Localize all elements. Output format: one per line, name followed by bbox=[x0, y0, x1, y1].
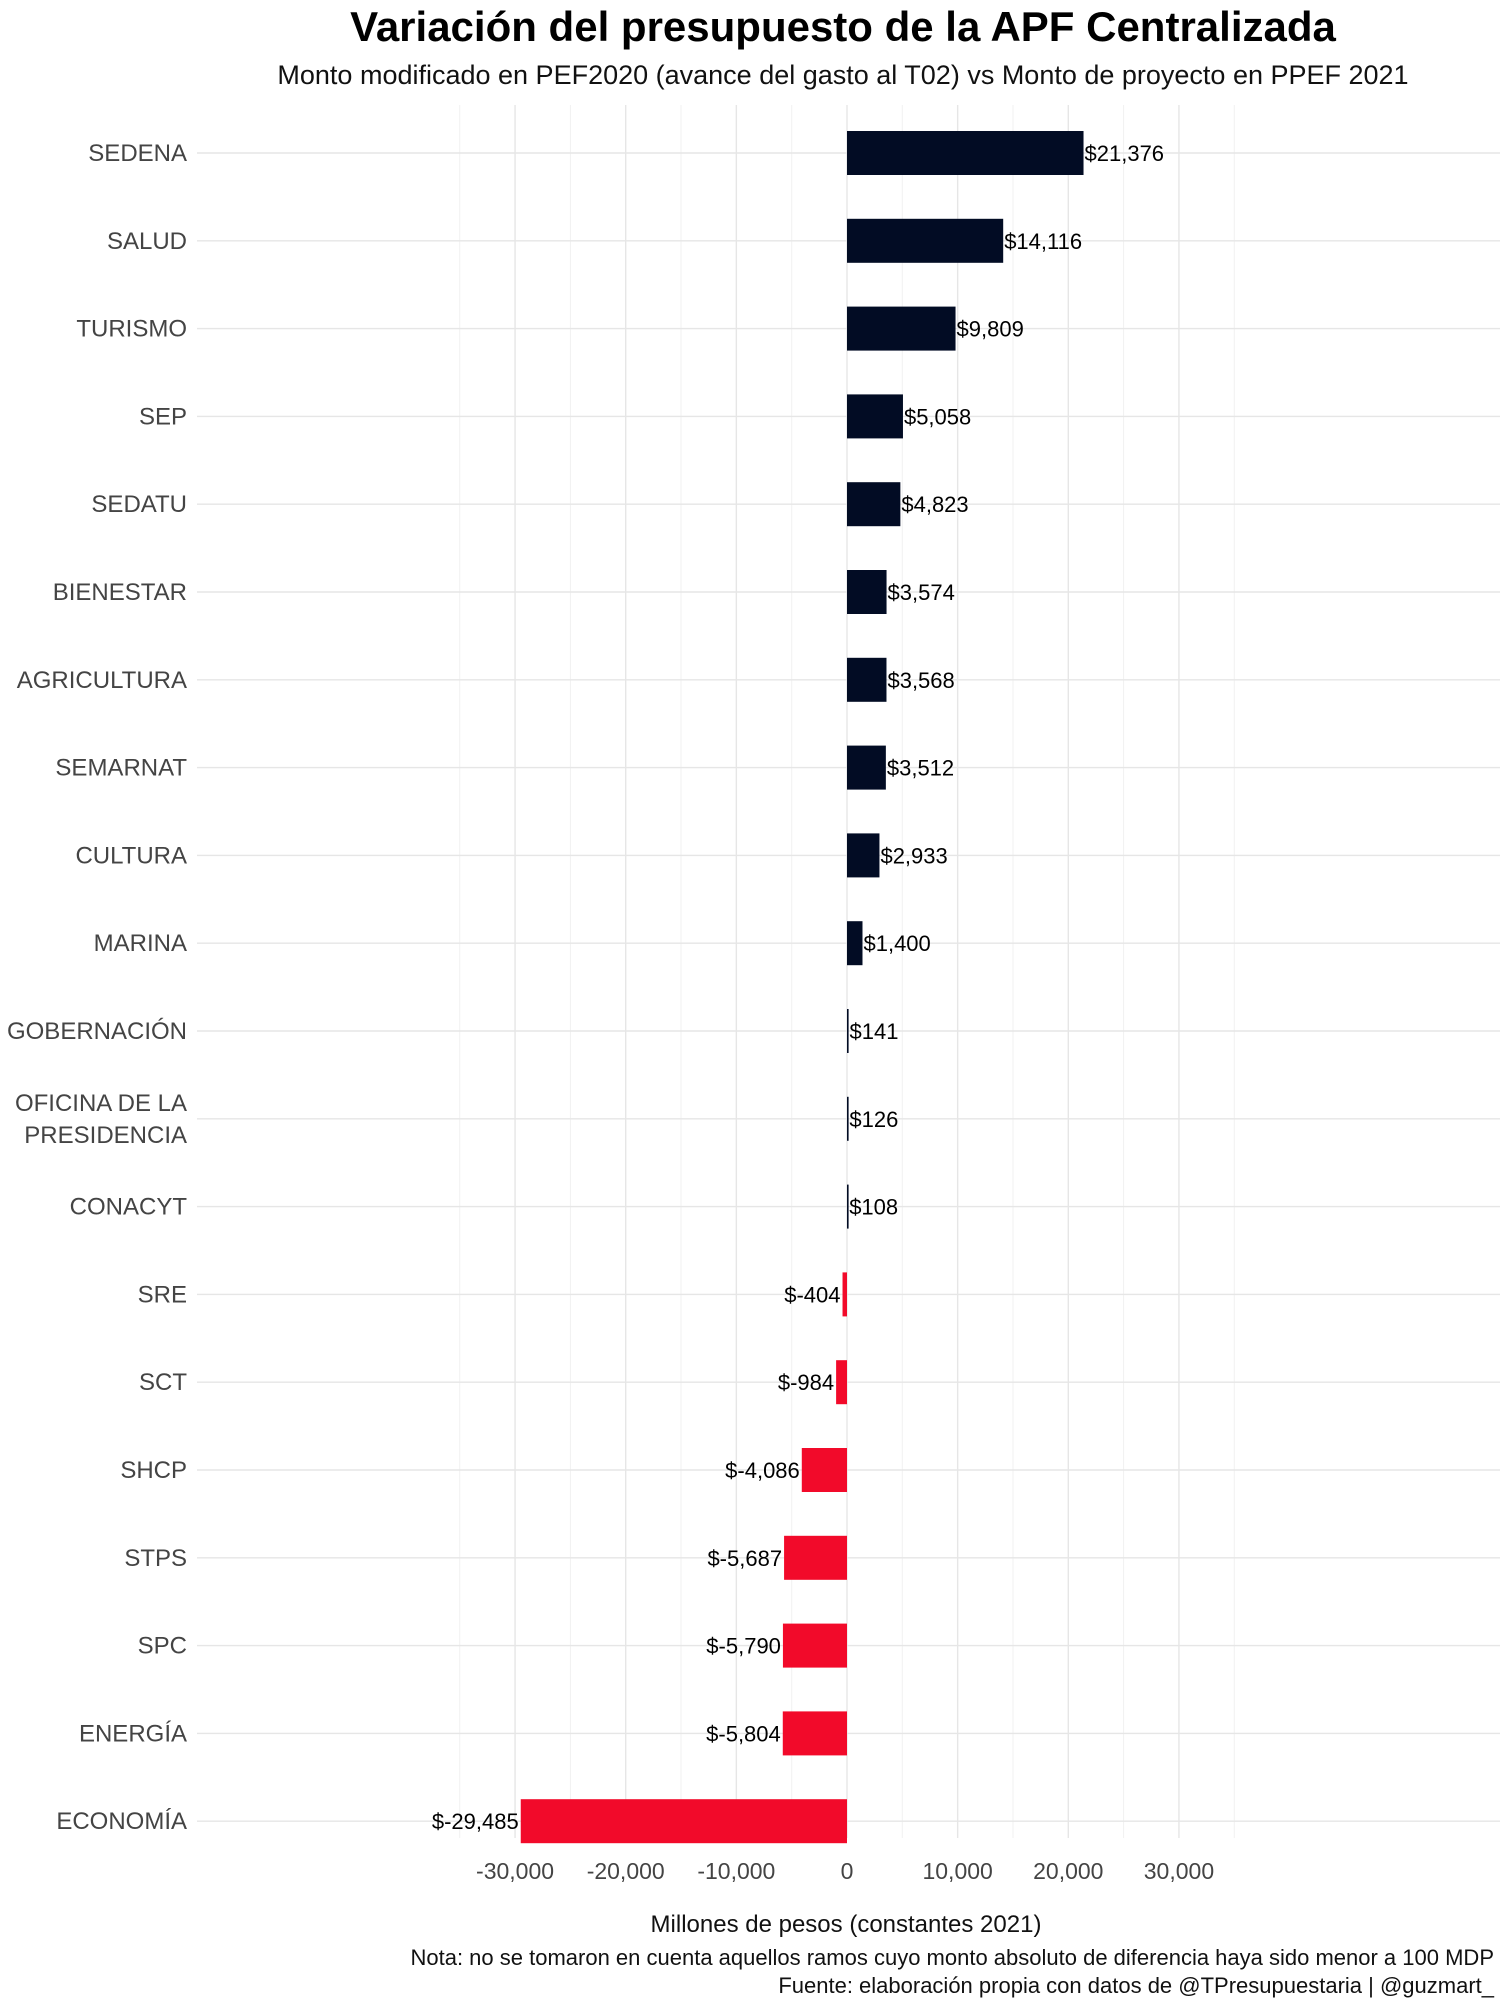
chart-title: Variación del presupuesto de la APF Cent… bbox=[350, 3, 1336, 50]
category-label: SEDATU bbox=[91, 491, 187, 518]
x-tick-label: 0 bbox=[841, 1858, 854, 1884]
bar-value-label: $141 bbox=[850, 1019, 899, 1044]
bar bbox=[847, 131, 1084, 175]
category-labels: SEDENA SALUD TURISMO SEP SEDATU BIENESTAR AGRI… bbox=[7, 140, 187, 1835]
bar-value-label: $3,512 bbox=[887, 756, 954, 781]
bar-value-label: $126 bbox=[849, 1107, 898, 1132]
category-label: SCT bbox=[139, 1369, 187, 1396]
chart-subtitle: Monto modificado en PEF2020 (avance del … bbox=[277, 60, 1408, 90]
category-label: CULTURA bbox=[75, 842, 187, 869]
category-label: AGRICULTURA bbox=[17, 667, 187, 694]
category-label: CONACYT bbox=[70, 1194, 188, 1221]
category-label: GOBERNACIÓN bbox=[7, 1018, 187, 1045]
x-tick-label: 30,000 bbox=[1144, 1858, 1214, 1884]
category-label: SEP bbox=[139, 403, 187, 430]
bar bbox=[847, 1184, 849, 1229]
bar-value-label: $1,400 bbox=[863, 931, 930, 956]
bar-value-label: $4,823 bbox=[901, 492, 968, 517]
bar bbox=[847, 921, 863, 966]
bar bbox=[847, 657, 887, 702]
bar-value-label: $-4,086 bbox=[725, 1458, 800, 1483]
category-label: ECONOMÍA bbox=[56, 1808, 187, 1835]
bar bbox=[782, 1623, 847, 1668]
bar-value-label: $3,574 bbox=[888, 580, 955, 605]
bar bbox=[847, 570, 887, 614]
category-label: SPC bbox=[138, 1633, 187, 1660]
bar bbox=[782, 1711, 847, 1756]
bar bbox=[842, 1272, 847, 1317]
x-tick-label: -30,000 bbox=[476, 1858, 554, 1884]
bar-value-label: $108 bbox=[849, 1195, 898, 1220]
category-label: TURISMO bbox=[76, 316, 187, 343]
bar bbox=[520, 1799, 847, 1844]
bar bbox=[801, 1448, 847, 1492]
bar-value-label: $-5,687 bbox=[707, 1546, 782, 1571]
bar-value-label: $-5,790 bbox=[706, 1634, 781, 1659]
bars bbox=[520, 131, 1084, 1844]
bar-value-label: $-984 bbox=[778, 1370, 834, 1395]
bar-value-label: $-29,485 bbox=[432, 1809, 519, 1834]
bar bbox=[847, 482, 901, 527]
category-label: SEDENA bbox=[88, 140, 187, 167]
x-tick-label: 10,000 bbox=[922, 1858, 992, 1884]
x-axis-label: Millones de pesos (constantes 2021) bbox=[651, 1911, 1042, 1938]
bar bbox=[847, 745, 886, 790]
category-label: ENERGÍA bbox=[79, 1720, 187, 1747]
category-label: OFICINA DE LA bbox=[15, 1090, 187, 1117]
bar bbox=[847, 1096, 849, 1141]
category-label: PRESIDENCIA bbox=[24, 1122, 187, 1149]
bar-value-label: $14,116 bbox=[1004, 229, 1082, 254]
x-tick-label: -20,000 bbox=[587, 1858, 665, 1884]
bar bbox=[847, 394, 903, 439]
category-label: SRE bbox=[138, 1281, 187, 1308]
bar-value-label: $-404 bbox=[784, 1282, 840, 1307]
bar-value-label: $9,809 bbox=[957, 317, 1024, 342]
x-tick-label: -10,000 bbox=[697, 1858, 775, 1884]
bar bbox=[847, 306, 956, 351]
category-label: MARINA bbox=[94, 930, 187, 957]
bar-value-label: $2,933 bbox=[880, 843, 947, 868]
caption-source: Fuente: elaboración propia con datos de … bbox=[778, 1973, 1494, 1998]
bar-value-label: $21,376 bbox=[1085, 141, 1165, 166]
x-tick-labels: -30,000 -20,000 -10,000 0 10,000 20,000 30,000 bbox=[476, 1858, 1214, 1884]
grid bbox=[197, 105, 1500, 1838]
bar-value-label: $-5,804 bbox=[706, 1721, 781, 1746]
x-tick-label: 20,000 bbox=[1033, 1858, 1103, 1884]
category-label: SALUD bbox=[107, 228, 187, 255]
caption-note: Nota: no se tomaron en cuenta aquellos r… bbox=[410, 1945, 1494, 1970]
category-label: STPS bbox=[124, 1545, 187, 1572]
bar bbox=[847, 1009, 849, 1053]
value-labels: $21,376 $14,116 $9,809 $5,058 $4,823 $3,574 $3… bbox=[432, 141, 1164, 1834]
category-label: SHCP bbox=[120, 1457, 187, 1484]
bar bbox=[847, 833, 880, 878]
category-label: SEMARNAT bbox=[55, 755, 187, 782]
bar bbox=[847, 218, 1004, 263]
bar-value-label: $3,568 bbox=[887, 668, 954, 693]
bar-value-label: $5,058 bbox=[904, 404, 971, 429]
category-label: BIENESTAR bbox=[53, 579, 187, 606]
bar bbox=[836, 1360, 847, 1405]
bar bbox=[784, 1535, 847, 1580]
